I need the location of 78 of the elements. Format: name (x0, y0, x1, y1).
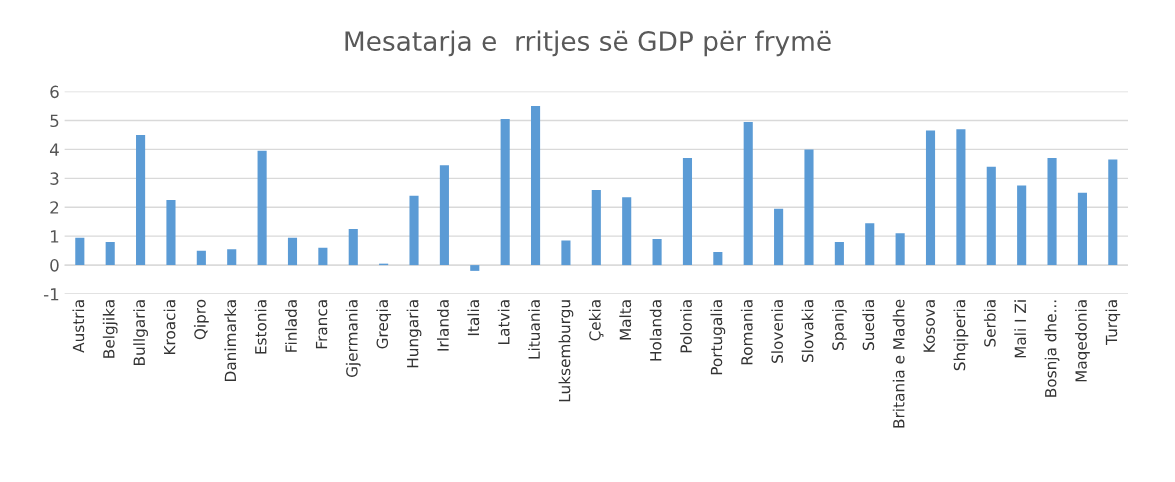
x-tick-label: Italia (467, 300, 480, 336)
y-tick-label: 4 (49, 143, 59, 156)
x-tick-label: Irlanda (437, 300, 449, 351)
bar (196, 250, 206, 266)
x-tick-label: Mali I Zi (1014, 300, 1027, 358)
bar (682, 158, 693, 266)
x-tick-label: Gjermania (345, 300, 361, 378)
bar (75, 237, 85, 266)
bar (804, 149, 814, 266)
bar (227, 249, 237, 266)
bar (956, 129, 966, 266)
bar (834, 241, 844, 266)
bar (318, 247, 328, 266)
bar (774, 208, 784, 266)
x-tick-label: Holanda (649, 300, 662, 361)
bar (713, 252, 723, 266)
bar (561, 240, 571, 266)
bar (166, 200, 176, 266)
y-tick-label: -1 (43, 288, 59, 301)
bar (925, 130, 936, 266)
bar (895, 233, 905, 266)
x-tick-label: Slovenia (771, 300, 784, 363)
bar (348, 228, 358, 266)
x-tick-label: Austria (72, 300, 85, 353)
x-tick-label: Danimarka (224, 300, 237, 381)
bar (470, 265, 480, 271)
x-tick-label: Romania (740, 300, 753, 365)
bar (652, 239, 662, 266)
x-tick-label: Turqia (1105, 300, 1121, 345)
y-tick-label: 6 (50, 85, 59, 99)
bar (1108, 159, 1118, 266)
bar (1077, 192, 1087, 266)
x-tick-label: Kroacia (163, 300, 176, 355)
bar (136, 134, 146, 266)
x-tick-label: Britania e Madhe (892, 299, 905, 428)
x-tick-label: Latvia (497, 300, 510, 344)
bar (743, 121, 753, 266)
x-tick-label: Çekia (588, 300, 604, 341)
x-tick-label: Slovakia (801, 300, 814, 363)
x-tick-label: Shqiperia (953, 300, 969, 371)
x-tick-label: Qipro (193, 299, 209, 340)
x-tick-label: Polonia (680, 300, 692, 353)
bar (500, 119, 510, 266)
x-tick-label: Luksemburgu (558, 300, 574, 402)
y-tick-label: 0 (50, 259, 59, 272)
x-tick-label: Maqedonia (1075, 300, 1090, 382)
bar (409, 195, 419, 266)
x-tick-label: Lituania (528, 300, 540, 359)
x-tick-label: Spanja (831, 300, 847, 350)
y-tick-label: 3 (50, 172, 59, 185)
x-tick-label: Hungaria (406, 300, 422, 368)
bar (591, 189, 601, 266)
x-tick-label: Kosova (923, 300, 935, 352)
bar (986, 166, 996, 266)
x-tick-label: Estonia (254, 300, 267, 354)
x-tick-label: Belgjika (102, 300, 118, 358)
y-tick-label: 2 (50, 201, 59, 214)
x-tick-label: Bosnja dhe... (1044, 300, 1060, 397)
x-tick-label: Bullgaria (133, 300, 148, 365)
x-tick-label: Franca (315, 300, 328, 349)
x-tick-label: Suedia (862, 300, 875, 350)
x-tick-label: Serbia (983, 300, 996, 347)
y-tick-label: 5 (50, 114, 59, 128)
bar (439, 165, 449, 266)
x-tick-label: Portugalia (710, 300, 726, 375)
bar (257, 150, 267, 266)
y-tick-label: 1 (50, 230, 59, 243)
x-tick-label: Finlada (285, 300, 297, 352)
bar (287, 237, 298, 266)
bar (1047, 158, 1057, 266)
x-tick-label: Malta (619, 300, 632, 340)
bar (865, 223, 875, 266)
bar (105, 241, 115, 266)
chart-title: Mesatarja e rritjes së GDP për frymë (345, 30, 831, 57)
bar (530, 106, 541, 266)
bar (622, 197, 632, 266)
bar (1017, 185, 1027, 266)
x-tick-label: Greqia (376, 300, 392, 349)
